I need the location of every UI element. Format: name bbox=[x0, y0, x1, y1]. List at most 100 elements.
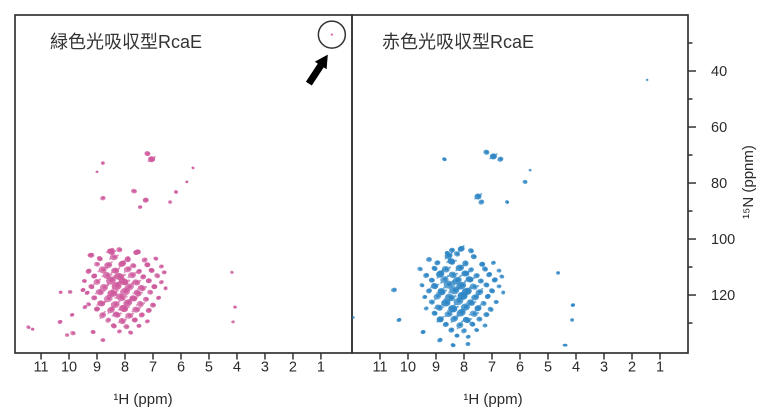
peak-speckle bbox=[118, 266, 121, 268]
peak bbox=[105, 248, 117, 255]
peak bbox=[489, 288, 495, 294]
peak bbox=[443, 293, 457, 302]
peak-core bbox=[433, 284, 437, 288]
panel-red-absorbing: 11 10 9 8 7 6 5 4 3 2 1 赤色光吸収型RcaE ¹H (ppm) bbox=[351, 14, 689, 408]
peak bbox=[352, 316, 355, 319]
peak-speckle bbox=[119, 281, 123, 284]
peak-core bbox=[113, 268, 118, 272]
x-tick-label: 5 bbox=[544, 360, 552, 376]
peak bbox=[91, 295, 98, 301]
peak bbox=[456, 320, 464, 330]
peak-core bbox=[84, 305, 87, 308]
peak-core bbox=[331, 33, 333, 36]
x-tick-label: 11 bbox=[33, 360, 48, 376]
peak bbox=[103, 261, 113, 269]
peak-core bbox=[422, 330, 425, 333]
peak bbox=[442, 280, 455, 289]
x-tick-label: 8 bbox=[460, 360, 468, 376]
peak-core bbox=[59, 291, 62, 293]
peak-core bbox=[142, 275, 146, 278]
peak-speckle bbox=[450, 310, 454, 313]
peak bbox=[84, 290, 90, 295]
peak-core bbox=[459, 246, 464, 250]
peak bbox=[446, 258, 457, 265]
peak bbox=[480, 300, 487, 306]
nitrogen-y-axis-ticks: 40 60 80 100 120 bbox=[688, 42, 735, 324]
peak-speckle bbox=[96, 304, 99, 306]
peak-speckle bbox=[444, 289, 448, 292]
peak-core bbox=[87, 303, 91, 306]
peak bbox=[117, 318, 127, 325]
peak-core bbox=[460, 293, 466, 298]
peak bbox=[396, 317, 402, 323]
peak bbox=[426, 288, 432, 294]
peak-core bbox=[557, 271, 560, 274]
peak bbox=[144, 151, 151, 157]
peak-speckle bbox=[465, 302, 468, 304]
peak-core bbox=[126, 267, 131, 271]
peak bbox=[144, 319, 150, 324]
peak-speckle bbox=[468, 302, 471, 306]
panel-green-x-axis: 11 10 9 8 7 6 5 4 3 2 1 bbox=[33, 353, 325, 376]
peak bbox=[478, 199, 485, 205]
peak bbox=[496, 268, 502, 273]
peak-core bbox=[122, 306, 127, 311]
peak bbox=[168, 200, 173, 204]
annotation-circle bbox=[317, 20, 347, 49]
peak-speckle bbox=[147, 160, 150, 163]
peak-speckle bbox=[144, 285, 148, 288]
peak bbox=[483, 149, 490, 155]
peak-core bbox=[118, 248, 122, 251]
y-tick-label: 40 bbox=[711, 64, 727, 80]
peak bbox=[141, 257, 148, 263]
x-tick-label: 9 bbox=[432, 360, 440, 376]
peak-core bbox=[470, 249, 473, 252]
peak-speckle bbox=[477, 293, 480, 296]
peak-core bbox=[482, 302, 486, 305]
peak-core bbox=[451, 306, 456, 311]
x-tick-label: 2 bbox=[289, 360, 297, 376]
peak-speckle bbox=[131, 310, 134, 313]
peak-speckle bbox=[124, 295, 128, 298]
peak-speckle bbox=[436, 276, 439, 279]
peak-core bbox=[130, 273, 135, 277]
peak-speckle bbox=[465, 291, 469, 295]
peak-core bbox=[499, 157, 503, 161]
x-tick-label: 11 bbox=[372, 360, 387, 376]
x-tick-label: 4 bbox=[233, 360, 241, 376]
peak bbox=[64, 333, 70, 337]
peak-core bbox=[448, 295, 454, 300]
x-tick-label: 6 bbox=[516, 360, 524, 376]
peak bbox=[453, 251, 461, 257]
peak bbox=[161, 270, 167, 275]
peak-core bbox=[102, 161, 105, 164]
peak-speckle bbox=[110, 261, 113, 264]
panel-red-peaks bbox=[352, 78, 649, 348]
peak bbox=[93, 278, 102, 286]
peak-core bbox=[232, 320, 235, 323]
peak bbox=[99, 310, 107, 320]
peak bbox=[456, 307, 466, 318]
peak-speckle bbox=[458, 275, 462, 278]
peak-core bbox=[86, 291, 89, 294]
peak-speckle bbox=[456, 305, 459, 308]
peak-core bbox=[121, 279, 127, 284]
peak-core bbox=[500, 275, 504, 278]
peak bbox=[453, 296, 464, 306]
peak-core bbox=[98, 257, 102, 260]
peak-speckle bbox=[110, 273, 113, 276]
peak-speckle bbox=[468, 313, 471, 316]
peak-speckle bbox=[473, 197, 476, 200]
peak bbox=[144, 262, 151, 268]
peak-core bbox=[66, 333, 69, 336]
peak-core bbox=[433, 311, 437, 315]
peak bbox=[97, 266, 109, 274]
peak bbox=[473, 193, 483, 200]
peak bbox=[479, 261, 486, 267]
peak-core bbox=[109, 277, 115, 282]
peak-speckle bbox=[442, 306, 445, 308]
peak-core bbox=[425, 273, 429, 277]
peak-speckle bbox=[444, 257, 447, 260]
